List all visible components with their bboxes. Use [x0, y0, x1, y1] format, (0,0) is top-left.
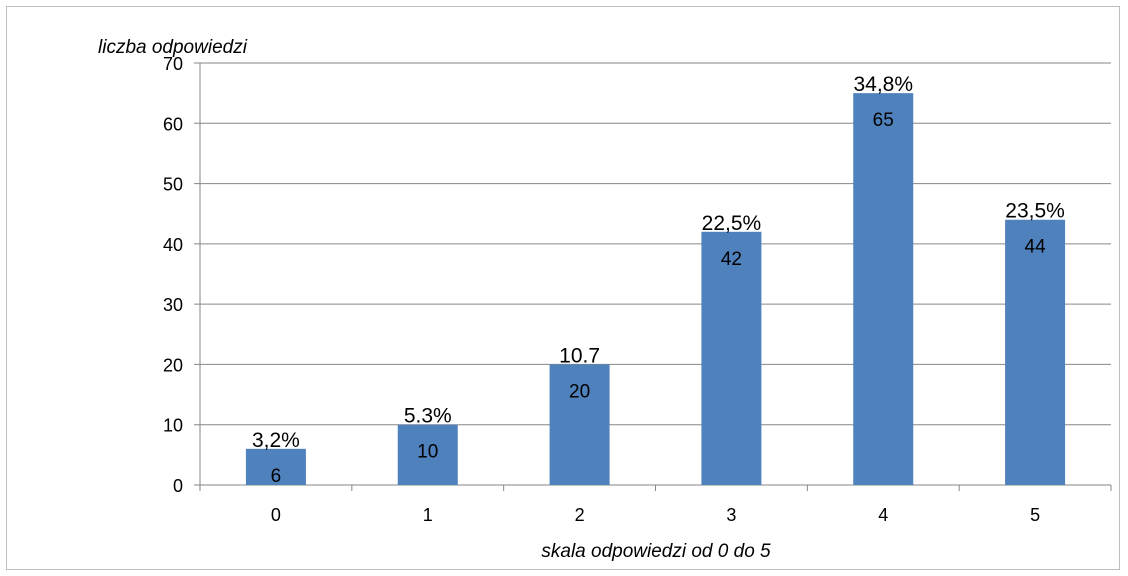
- value-label-5: 44: [1025, 237, 1047, 258]
- percent-label-0: 3,2%: [252, 429, 300, 452]
- bar-0: [245, 448, 306, 485]
- x-axis-title: skala odpowiedzi od 0 do 5: [541, 541, 771, 562]
- y-tick-label-70: 70: [163, 54, 183, 74]
- percent-label-5: 23,5%: [1005, 200, 1065, 223]
- x-tick-label-5: 5: [1030, 505, 1040, 525]
- value-label-0: 6: [271, 466, 282, 487]
- y-tick-label-20: 20: [163, 355, 183, 375]
- percent-label-1: 5.3%: [404, 405, 452, 428]
- bar-3: [701, 231, 762, 485]
- x-tick-label-3: 3: [726, 505, 736, 525]
- value-label-3: 42: [721, 249, 742, 270]
- x-tick-label-0: 0: [271, 505, 281, 525]
- value-label-2: 20: [569, 381, 590, 402]
- axes: [199, 63, 1112, 491]
- data-labels: 6 3,2% 10 5.3% 20 10.7 42 22,5% 65 34,8% 44 23,5%: [252, 73, 1065, 487]
- tick-labels: 0 10 20 30 40 50 60 70 0 1 2 3 4 5: [163, 54, 1040, 525]
- bar-2: [549, 364, 610, 485]
- x-tick-label-2: 2: [575, 505, 585, 525]
- bar-5: [1005, 219, 1066, 485]
- bars: [245, 93, 1066, 486]
- y-tick-label-10: 10: [163, 416, 183, 436]
- y-axis-title: liczba odpowiedzi: [98, 37, 248, 58]
- gridlines: [194, 62, 1111, 486]
- bar-1: [397, 424, 458, 485]
- x-tick-label-1: 1: [423, 505, 433, 525]
- percent-label-2: 10.7: [559, 344, 600, 367]
- y-tick-label-50: 50: [163, 175, 183, 195]
- percent-label-4: 34,8%: [853, 73, 913, 96]
- y-tick-label-40: 40: [163, 235, 183, 255]
- value-label-4: 65: [873, 110, 894, 131]
- x-tick-label-4: 4: [878, 505, 888, 525]
- y-tick-label-30: 30: [163, 295, 183, 315]
- percent-label-3: 22,5%: [702, 212, 762, 235]
- y-tick-label-60: 60: [163, 114, 183, 134]
- bar-4: [853, 93, 914, 486]
- y-tick-label-0: 0: [173, 476, 183, 496]
- value-label-1: 10: [417, 442, 438, 463]
